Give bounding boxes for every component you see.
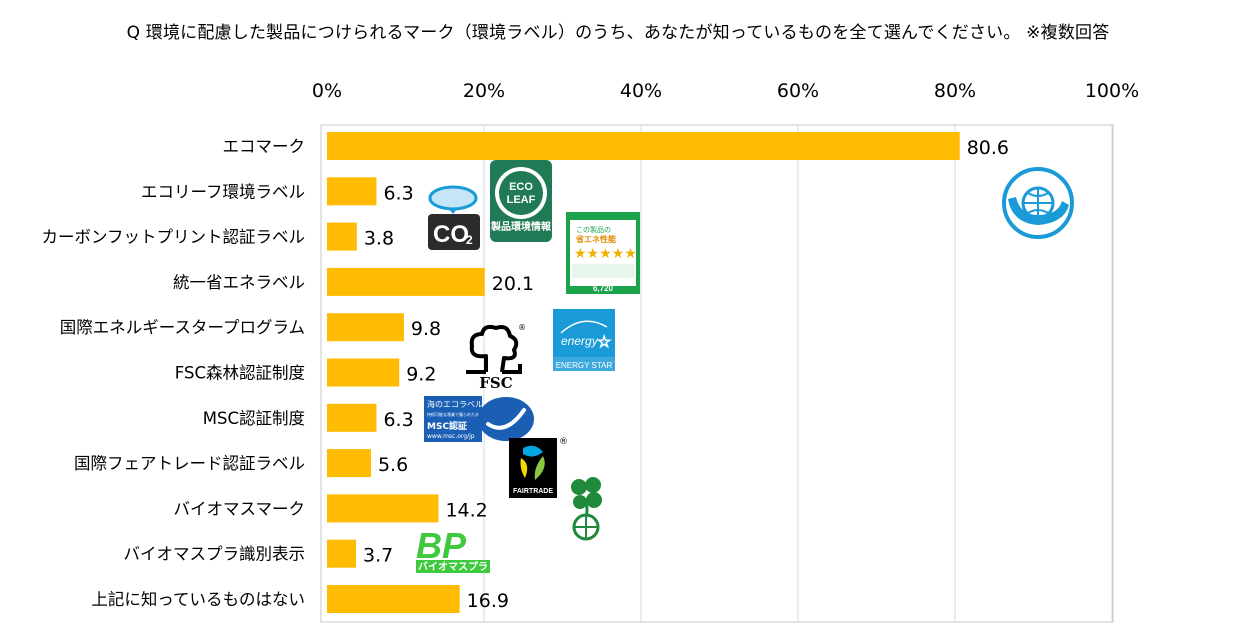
ecomark-logo	[1002, 167, 1074, 239]
category-label: 上記に知っているものはない	[91, 590, 305, 609]
bar	[327, 585, 460, 613]
value-labels: 80.6 6.3 3.8 20.1 9.8 9.2 6.3 5.6 14.2 3.7 16.9	[363, 137, 1009, 612]
svg-text:MSC認証: MSC認証	[427, 420, 467, 432]
category-label: 国際フェアトレード認証ラベル	[74, 454, 305, 473]
bar	[327, 449, 371, 478]
energy-stars-icon: ★★★★★	[574, 246, 637, 262]
svg-text:BP: BP	[416, 525, 467, 566]
category-label: FSC森林認証制度	[175, 364, 305, 383]
msc-tick-icon	[486, 408, 526, 430]
category-label: 統一省エネラベル	[173, 273, 305, 292]
category-label: エコマーク	[223, 137, 306, 156]
svg-text:LEAF: LEAF	[507, 194, 536, 206]
energy-star-logo: energy ☆ ENERGY STAR	[553, 309, 615, 371]
svg-text:ECO: ECO	[509, 181, 533, 193]
biomass-mark-logo	[571, 477, 602, 541]
fsc-logo: ® FSC	[466, 323, 526, 392]
category-labels: エコマークエコリーフ環境ラベルカーボンフットプリント認証ラベル統一省エネラベル国…	[41, 137, 305, 609]
x-tick-label: 0%	[312, 80, 342, 102]
svg-text:製品環境情報: 製品環境情報	[490, 220, 552, 233]
bar	[327, 267, 485, 296]
x-axis-ticks: 0% 20% 40% 60% 80% 100%	[312, 80, 1139, 102]
svg-text:FAIRTRADE: FAIRTRADE	[513, 488, 553, 495]
svg-text:®: ®	[518, 323, 526, 332]
ecomark-hand	[1008, 197, 1069, 225]
bar	[327, 177, 377, 206]
value-label: 9.2	[406, 364, 436, 386]
svg-text:energy: energy	[561, 334, 599, 348]
tree-icon	[469, 324, 519, 373]
x-tick-label: 40%	[620, 80, 662, 102]
category-label: バイオマスプラ識別表示	[124, 545, 306, 564]
energy-saving-label-logo: この製品の 省エネ性能 ★★★★★ 6,720	[566, 212, 640, 294]
svg-text:ENERGY STAR: ENERGY STAR	[556, 361, 613, 370]
value-label: 80.6	[967, 137, 1009, 159]
bar	[327, 403, 377, 432]
energy-star-icon: ☆	[597, 332, 611, 351]
category-label: エコリーフ環境ラベル	[141, 182, 305, 201]
svg-text:持続可能な漁業で獲られた水産物: 持続可能な漁業で獲られた水産物	[427, 411, 487, 417]
biomass-pla-logo: BP バイオマスプラ	[416, 525, 490, 573]
x-tick-label: 100%	[1085, 80, 1139, 102]
bars	[327, 132, 960, 613]
svg-text:海のエコラベル: 海のエコラベル	[427, 399, 483, 409]
category-label: MSC認証制度	[203, 409, 305, 428]
bar	[327, 222, 357, 251]
category-label: カーボンフットプリント認証ラベル	[41, 228, 305, 247]
carbon-footprint-logo: CO 2	[428, 185, 480, 250]
x-tick-label: 20%	[463, 80, 505, 102]
value-label: 14.2	[445, 499, 487, 521]
value-label: 3.8	[364, 228, 394, 250]
bar	[327, 494, 439, 523]
bar	[327, 358, 400, 387]
x-tick-label: 80%	[934, 80, 976, 102]
bar	[327, 539, 357, 568]
plot-frame	[320, 124, 1114, 623]
svg-text:省エネ性能: 省エネ性能	[575, 234, 616, 244]
value-label: 9.8	[411, 318, 441, 340]
chart-title: Q 環境に配慮した製品につけられるマーク（環境ラベル）のうち、あなたが知っている…	[126, 23, 1110, 43]
svg-text:この製品の: この製品の	[576, 225, 611, 234]
svg-text:バイオマスプラ: バイオマスプラ	[418, 560, 488, 573]
svg-text:www.msc.org/jp: www.msc.org/jp	[427, 433, 475, 440]
ecomark-ring	[1002, 167, 1074, 239]
x-tick-label: 60%	[777, 80, 819, 102]
value-label: 5.6	[378, 454, 408, 476]
bar	[327, 132, 960, 160]
value-label: 6.3	[383, 182, 413, 204]
svg-text:2: 2	[466, 233, 473, 247]
gridlines	[483, 125, 1113, 622]
svg-text:6,720: 6,720	[593, 284, 614, 293]
value-label: 20.1	[492, 273, 534, 295]
msc-logo: 海のエコラベル 持続可能な漁業で獲られた水産物 MSC認証 www.msc.or…	[424, 396, 534, 442]
bar	[327, 313, 404, 342]
category-label: 国際エネルギースタープログラム	[60, 318, 305, 337]
fairtrade-logo: FAIRTRADE ®	[509, 437, 568, 498]
value-label: 3.7	[363, 545, 393, 567]
value-label: 16.9	[467, 590, 509, 612]
svg-text:®: ®	[559, 437, 568, 447]
svg-text:FSC: FSC	[479, 374, 512, 392]
value-label: 6.3	[383, 409, 413, 431]
ecoleaf-logo: ECO LEAF 製品環境情報	[490, 160, 552, 242]
svg-text:CO: CO	[433, 221, 469, 248]
category-label: バイオマスマーク	[173, 499, 305, 518]
